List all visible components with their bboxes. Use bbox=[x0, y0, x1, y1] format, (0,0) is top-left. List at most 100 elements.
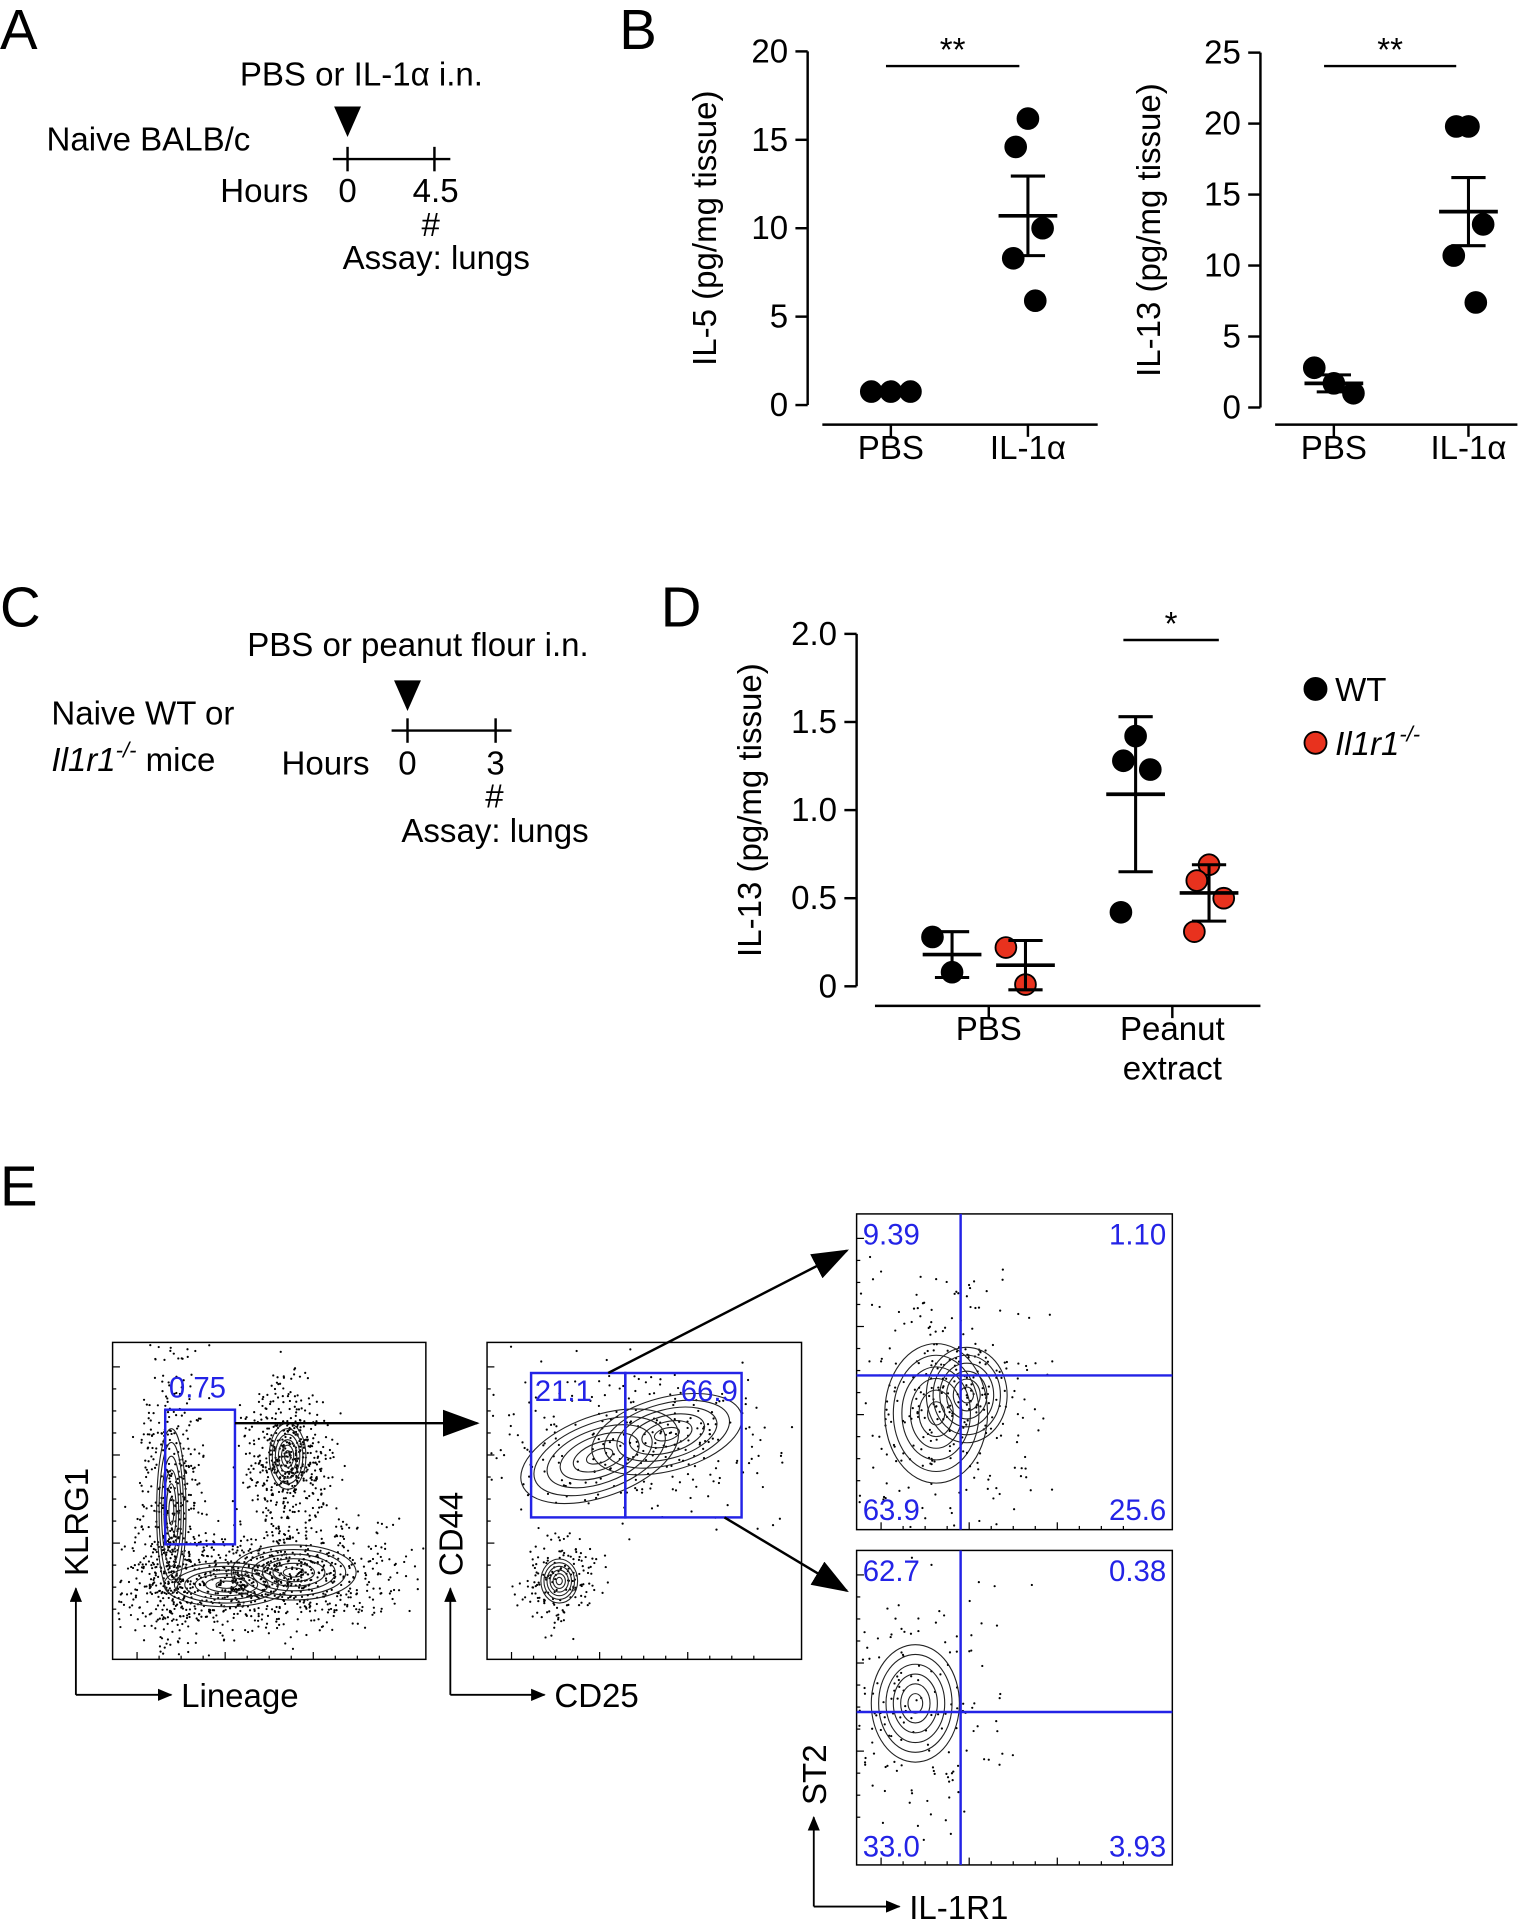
event-dot bbox=[154, 1608, 158, 1611]
timeline-tick-label: 3 bbox=[486, 746, 504, 783]
event-dot bbox=[205, 1599, 208, 1602]
event-dot bbox=[1011, 1396, 1014, 1399]
event-dot bbox=[145, 1507, 148, 1510]
error-bar bbox=[934, 930, 970, 980]
event-dot bbox=[983, 1758, 986, 1761]
event-dot bbox=[919, 1275, 922, 1278]
event-dot bbox=[286, 1455, 289, 1458]
data-point bbox=[1001, 246, 1025, 270]
event-dot bbox=[945, 1280, 948, 1284]
event-dot bbox=[326, 1424, 329, 1427]
event-dot bbox=[962, 1333, 965, 1336]
event-dot bbox=[575, 1349, 578, 1353]
event-dot bbox=[922, 1838, 925, 1841]
event-dot bbox=[154, 1574, 157, 1577]
event-dot bbox=[965, 1403, 968, 1406]
event-dot bbox=[968, 1286, 972, 1290]
event-dot bbox=[161, 1390, 164, 1393]
event-dot bbox=[339, 1412, 342, 1415]
event-dot bbox=[920, 1448, 923, 1451]
event-dot bbox=[150, 1612, 153, 1615]
event-dot bbox=[187, 1447, 190, 1450]
event-dot bbox=[297, 1531, 300, 1535]
event-dot bbox=[186, 1614, 189, 1617]
event-dot bbox=[393, 1602, 396, 1605]
event-dot bbox=[943, 1326, 947, 1329]
event-dot bbox=[303, 1490, 306, 1493]
event-dot bbox=[984, 1363, 987, 1366]
event-dot bbox=[197, 1511, 200, 1514]
event-dot bbox=[279, 1382, 282, 1385]
event-dot bbox=[921, 1464, 924, 1467]
event-dot bbox=[189, 1580, 192, 1583]
event-dot bbox=[696, 1427, 699, 1430]
event-dot bbox=[166, 1616, 170, 1619]
event-dot bbox=[172, 1603, 175, 1606]
event-dot bbox=[322, 1592, 325, 1595]
event-dot bbox=[923, 1301, 926, 1304]
event-dot bbox=[193, 1612, 196, 1615]
event-dot bbox=[277, 1407, 280, 1411]
event-dot bbox=[348, 1565, 351, 1568]
event-dot bbox=[237, 1588, 240, 1591]
event-dot bbox=[284, 1497, 287, 1500]
event-dot bbox=[549, 1423, 553, 1426]
event-dot bbox=[977, 1581, 980, 1584]
event-dot bbox=[895, 1460, 898, 1463]
event-dot bbox=[334, 1562, 337, 1566]
event-dot bbox=[751, 1433, 754, 1436]
event-dot bbox=[255, 1557, 259, 1560]
event-dot bbox=[771, 1524, 775, 1527]
event-dot bbox=[941, 1330, 944, 1333]
event-dot bbox=[182, 1579, 185, 1583]
event-dot bbox=[991, 1343, 995, 1347]
event-dot bbox=[886, 1764, 889, 1767]
event-dot bbox=[756, 1527, 759, 1530]
event-dot bbox=[896, 1697, 899, 1700]
event-dot bbox=[578, 1572, 581, 1576]
event-dot bbox=[236, 1612, 239, 1615]
event-dot bbox=[272, 1400, 275, 1403]
contour bbox=[205, 1576, 248, 1593]
event-dot bbox=[257, 1606, 260, 1610]
data-point bbox=[1138, 758, 1162, 781]
event-dot bbox=[262, 1563, 265, 1566]
event-dot bbox=[671, 1488, 674, 1491]
event-dot bbox=[176, 1640, 180, 1643]
event-dot bbox=[268, 1467, 271, 1471]
event-dot bbox=[162, 1616, 165, 1619]
event-dot bbox=[955, 1650, 958, 1653]
event-dot bbox=[274, 1417, 277, 1421]
event-dot bbox=[299, 1419, 302, 1422]
event-dot bbox=[537, 1526, 540, 1530]
event-dot bbox=[167, 1596, 170, 1600]
event-dot bbox=[978, 1361, 981, 1364]
event-dot bbox=[343, 1609, 346, 1612]
contour bbox=[280, 1444, 295, 1468]
event-dot bbox=[404, 1555, 408, 1558]
event-dot bbox=[577, 1558, 581, 1561]
event-dot bbox=[864, 1402, 867, 1405]
event-dot bbox=[970, 1634, 973, 1637]
event-dot bbox=[1005, 1367, 1008, 1370]
event-dot bbox=[1003, 1389, 1006, 1392]
event-dot bbox=[593, 1588, 596, 1592]
event-dot bbox=[962, 1702, 965, 1705]
event-dot bbox=[376, 1573, 379, 1576]
event-dot bbox=[707, 1495, 710, 1498]
event-dot bbox=[192, 1507, 195, 1510]
event-dot bbox=[252, 1584, 255, 1587]
event-dot bbox=[143, 1624, 146, 1628]
event-dot bbox=[1019, 1475, 1023, 1478]
event-dot bbox=[863, 1761, 867, 1764]
event-dot bbox=[545, 1428, 548, 1431]
event-dot bbox=[883, 1723, 886, 1726]
event-dot bbox=[379, 1573, 382, 1576]
event-dot bbox=[899, 1716, 902, 1719]
event-dot bbox=[261, 1613, 264, 1616]
event-dot bbox=[245, 1473, 248, 1476]
event-dot bbox=[588, 1582, 591, 1585]
timeline-tick-label: 4.5 bbox=[413, 173, 459, 210]
event-dot bbox=[130, 1592, 133, 1595]
event-dot bbox=[277, 1617, 280, 1620]
